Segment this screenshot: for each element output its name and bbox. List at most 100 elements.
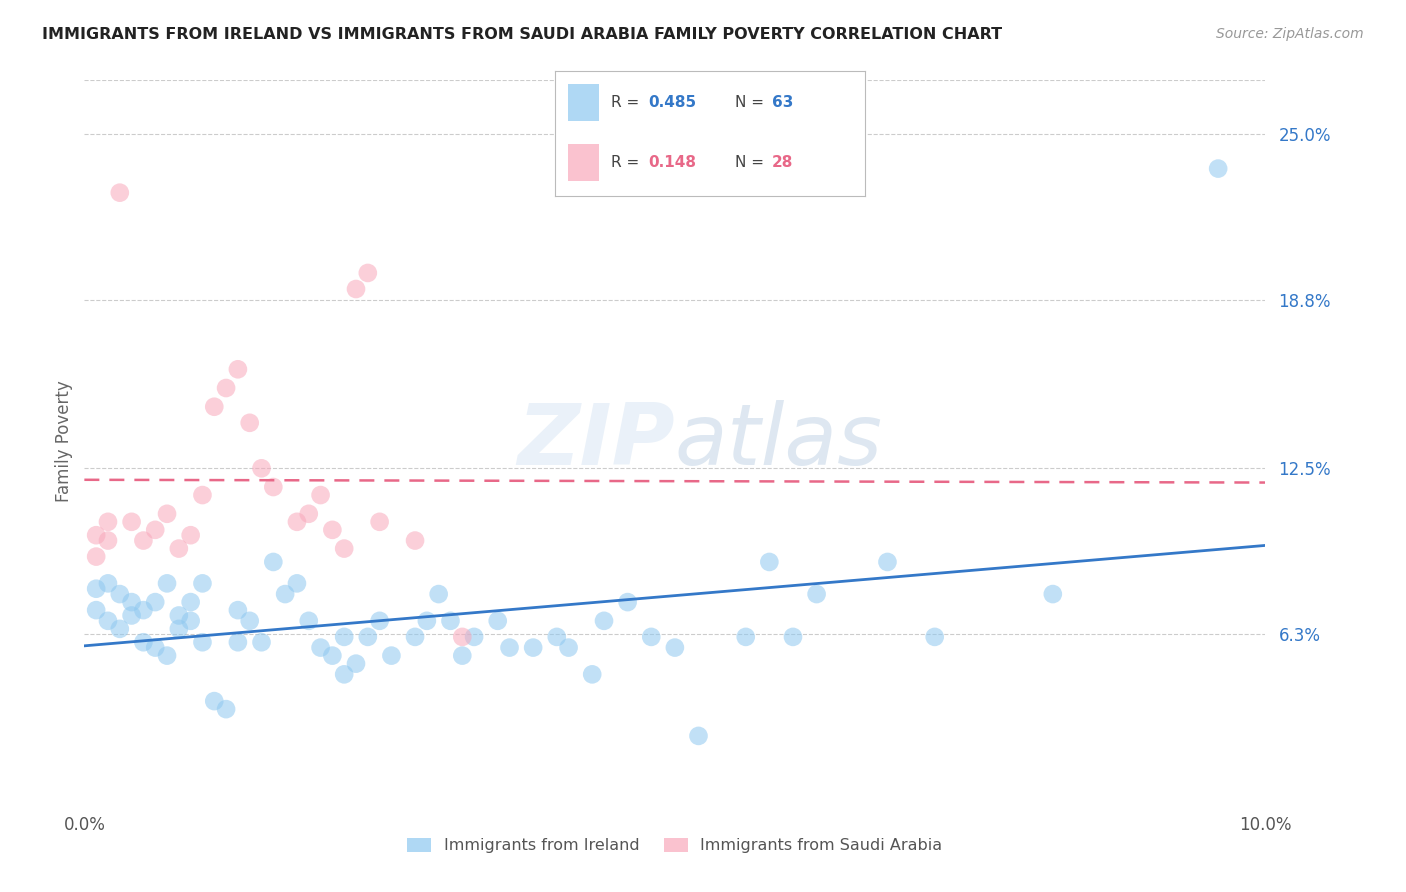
Point: [167, 622, 190, 636]
Y-axis label: Family Poverty: Family Poverty: [55, 381, 73, 502]
Point: [191, 635, 214, 649]
Point: [97, 614, 120, 628]
Point: [180, 614, 202, 628]
Point: [782, 630, 804, 644]
Legend: Immigrants from Ireland, Immigrants from Saudi Arabia: Immigrants from Ireland, Immigrants from…: [401, 831, 949, 860]
Point: [876, 555, 898, 569]
Point: [84, 528, 107, 542]
Point: [344, 657, 367, 671]
Point: [688, 729, 710, 743]
Point: [121, 595, 143, 609]
Text: 0.148: 0.148: [648, 155, 696, 170]
Point: [333, 541, 356, 556]
Point: [108, 622, 131, 636]
Point: [215, 381, 238, 395]
Point: [180, 528, 202, 542]
Point: [546, 630, 568, 644]
Point: [97, 515, 120, 529]
Text: N =: N =: [735, 155, 769, 170]
Point: [640, 630, 662, 644]
Point: [239, 416, 262, 430]
Point: [616, 595, 638, 609]
Point: [215, 702, 238, 716]
Point: [250, 635, 273, 649]
Point: [380, 648, 402, 663]
Point: [357, 630, 380, 644]
Point: [368, 515, 391, 529]
Point: [121, 515, 143, 529]
Point: [581, 667, 603, 681]
Text: Source: ZipAtlas.com: Source: ZipAtlas.com: [1216, 27, 1364, 41]
Point: [97, 576, 120, 591]
Point: [333, 667, 356, 681]
Point: [143, 523, 166, 537]
Text: IMMIGRANTS FROM IRELAND VS IMMIGRANTS FROM SAUDI ARABIA FAMILY POVERTY CORRELATI: IMMIGRANTS FROM IRELAND VS IMMIGRANTS FR…: [42, 27, 1002, 42]
Point: [368, 614, 391, 628]
Point: [344, 282, 367, 296]
Point: [202, 694, 225, 708]
Text: R =: R =: [612, 155, 644, 170]
Point: [734, 630, 756, 644]
Point: [1042, 587, 1064, 601]
Point: [97, 533, 120, 548]
Point: [84, 603, 107, 617]
Text: ZIP: ZIP: [517, 400, 675, 483]
Point: [132, 533, 155, 548]
Point: [156, 507, 179, 521]
Point: [167, 608, 190, 623]
Point: [202, 400, 225, 414]
Point: [416, 614, 439, 628]
Point: [285, 515, 308, 529]
Point: [321, 648, 343, 663]
Point: [758, 555, 780, 569]
Point: [191, 576, 214, 591]
Text: R =: R =: [612, 95, 644, 110]
Point: [404, 533, 426, 548]
Point: [924, 630, 946, 644]
Point: [321, 523, 343, 537]
Point: [486, 614, 509, 628]
Point: [285, 576, 308, 591]
Point: [156, 648, 179, 663]
Point: [121, 608, 143, 623]
Point: [262, 555, 284, 569]
Point: [84, 549, 107, 564]
Bar: [568, 84, 599, 121]
Text: 63: 63: [772, 95, 793, 110]
Point: [132, 603, 155, 617]
Point: [309, 640, 332, 655]
Text: N =: N =: [735, 95, 769, 110]
Point: [84, 582, 107, 596]
Text: 28: 28: [772, 155, 793, 170]
Point: [806, 587, 828, 601]
Point: [132, 635, 155, 649]
Point: [156, 576, 179, 591]
Point: [262, 480, 284, 494]
Point: [463, 630, 485, 644]
Point: [593, 614, 616, 628]
Text: atlas: atlas: [675, 400, 883, 483]
Point: [451, 648, 474, 663]
Point: [451, 630, 474, 644]
Point: [226, 603, 249, 617]
Point: [167, 541, 190, 556]
Point: [191, 488, 214, 502]
Point: [108, 186, 131, 200]
Point: [498, 640, 520, 655]
Point: [427, 587, 450, 601]
Point: [557, 640, 579, 655]
Point: [143, 595, 166, 609]
Point: [664, 640, 686, 655]
Point: [180, 595, 202, 609]
Point: [1206, 161, 1229, 176]
Bar: [568, 144, 599, 181]
Point: [439, 614, 461, 628]
Point: [250, 461, 273, 475]
Point: [143, 640, 166, 655]
Point: [239, 614, 262, 628]
Point: [226, 362, 249, 376]
Point: [298, 507, 321, 521]
Point: [298, 614, 321, 628]
Text: 0.485: 0.485: [648, 95, 696, 110]
Point: [226, 635, 249, 649]
